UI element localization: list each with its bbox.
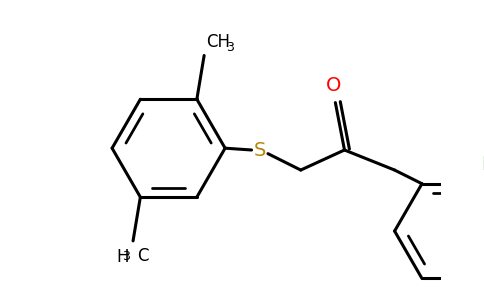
Text: H: H	[116, 248, 128, 266]
Text: S: S	[254, 140, 266, 160]
Text: CH: CH	[206, 33, 230, 51]
Text: F: F	[481, 155, 484, 174]
Text: 3: 3	[226, 41, 234, 54]
Text: O: O	[326, 76, 341, 95]
Text: 3: 3	[122, 250, 130, 263]
Text: C: C	[137, 247, 149, 265]
